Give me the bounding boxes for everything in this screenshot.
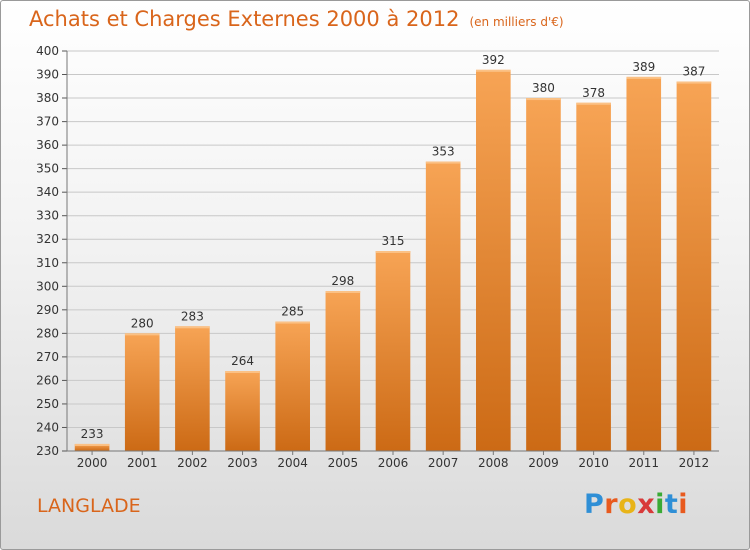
y-tick-label: 330 [36, 209, 59, 223]
x-tick-label: 2001 [127, 456, 158, 470]
bar [626, 76, 662, 451]
y-axis: 230 240 250 260 270 280 290 300 310 320 330 340 350 3… [36, 44, 68, 458]
y-tick-label: 320 [36, 232, 59, 246]
bar-top-highlight [124, 333, 160, 336]
bar-top-highlight [425, 161, 461, 164]
y-tick-label: 240 [36, 420, 59, 434]
bar-top-highlight [74, 443, 110, 446]
y-tick-label: 300 [36, 279, 59, 293]
x-tick-label: 2003 [227, 456, 258, 470]
bar [425, 161, 461, 451]
y-tick-label: 310 [36, 256, 59, 270]
x-axis: 2000 2001 2002 2003 2004 2005 2006 2007 2008 2009… [67, 450, 719, 470]
bar-top-highlight [676, 81, 712, 84]
x-tick-label: 2004 [277, 456, 308, 470]
data-label: 298 [331, 274, 354, 288]
data-label: 378 [582, 86, 605, 100]
data-label: 353 [432, 145, 455, 159]
y-tick-label: 370 [36, 115, 59, 129]
logo-letter: P [584, 489, 605, 520]
bars: 233 280 283 264 285 298 315 353 392 380 378 389 387 [74, 53, 712, 452]
bar [476, 69, 511, 451]
y-tick-label: 250 [36, 397, 59, 411]
x-tick-label: 2011 [628, 456, 659, 470]
bar [175, 326, 210, 451]
data-label: 387 [682, 65, 705, 79]
bar [325, 291, 361, 451]
bar [74, 443, 110, 451]
bar [124, 333, 160, 451]
data-label: 392 [482, 53, 505, 67]
logo-letter: i [655, 489, 665, 520]
bar-top-highlight [626, 76, 662, 79]
logo-letter: i [678, 489, 689, 520]
bar-top-highlight [526, 98, 561, 101]
bar-top-highlight [325, 291, 361, 293]
data-label: 283 [181, 309, 204, 323]
logo-letter: x [637, 489, 656, 520]
logo-letter: r [604, 489, 619, 520]
chart-title-text: Achats et Charges Externes 2000 à 2012 [29, 7, 460, 31]
x-tick-label: 2007 [428, 456, 459, 470]
bar [375, 251, 411, 451]
data-label: 315 [382, 234, 405, 248]
x-tick-label: 2010 [578, 456, 609, 470]
bar [526, 98, 561, 451]
x-tick-label: 2009 [528, 456, 559, 470]
y-tick-label: 260 [36, 373, 59, 387]
data-label: 380 [532, 81, 555, 95]
bar-top-highlight [375, 251, 411, 253]
data-label: 389 [632, 60, 655, 74]
proxiti-logo: Proxiti [584, 489, 688, 520]
bar-top-highlight [175, 326, 210, 329]
bar [576, 102, 611, 451]
bar-top-highlight [576, 102, 611, 105]
data-label: 233 [81, 427, 104, 441]
data-label: 285 [281, 305, 304, 319]
x-tick-label: 2000 [77, 456, 108, 470]
y-tick-label: 270 [36, 350, 59, 364]
y-tick-label: 360 [36, 138, 59, 152]
bar-top-highlight [275, 321, 310, 324]
logo-letter: t [664, 489, 679, 520]
y-tick-label: 290 [36, 303, 59, 317]
x-tick-label: 2008 [478, 456, 509, 470]
data-label: 264 [231, 354, 254, 368]
x-tick-label: 2012 [679, 456, 710, 470]
data-label: 280 [131, 316, 154, 330]
x-tick-label: 2006 [378, 456, 409, 470]
y-tick-label: 350 [36, 162, 59, 176]
bar [225, 371, 260, 451]
y-tick-label: 340 [36, 185, 59, 199]
y-tick-label: 400 [36, 44, 59, 58]
y-tick-label: 390 [36, 68, 59, 82]
bar-top-highlight [476, 69, 511, 72]
logo-letter: o [618, 489, 638, 520]
y-tick-label: 230 [36, 444, 59, 458]
chart-unit: (en milliers d'€) [469, 15, 564, 29]
x-tick-label: 2005 [328, 456, 359, 470]
chart-title: Achats et Charges Externes 2000 à 2012 (e… [29, 7, 564, 31]
bar [676, 81, 712, 452]
commune-name: LANGLADE [37, 495, 141, 517]
y-tick-label: 280 [36, 326, 59, 340]
bar [275, 321, 310, 451]
bar-top-highlight [225, 371, 260, 373]
y-tick-label: 380 [36, 91, 59, 105]
x-tick-label: 2002 [177, 456, 208, 470]
